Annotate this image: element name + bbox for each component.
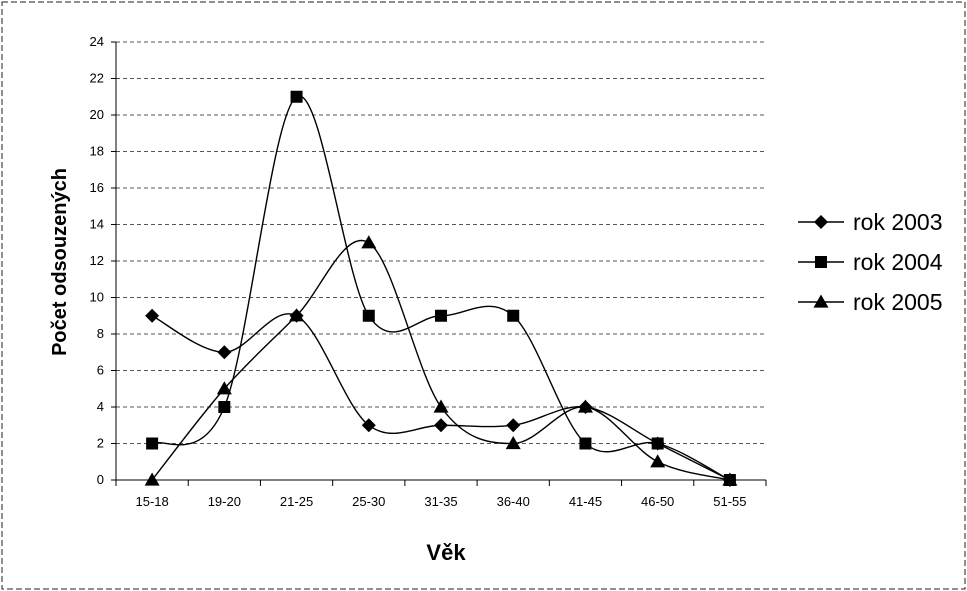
y-tick-label: 20 xyxy=(90,107,104,122)
gridlines xyxy=(116,41,766,444)
data-point-triangle xyxy=(722,472,738,486)
data-point-diamond xyxy=(434,418,448,433)
legend-label: rok 2003 xyxy=(853,209,943,235)
y-tick-label: 22 xyxy=(90,71,104,86)
x-axis-title: Věk xyxy=(426,540,466,565)
y-tick-label: 18 xyxy=(90,144,104,159)
x-tick-label: 51-55 xyxy=(713,494,746,509)
legend-marker-triangle xyxy=(813,294,829,308)
data-point-triangle xyxy=(289,308,305,322)
data-point-triangle xyxy=(433,399,449,413)
x-tick-label: 15-18 xyxy=(135,494,168,509)
x-tick-labels: 15-18 19-20 21-25 25-30 31-35 36-40 41-45 46-50… xyxy=(135,494,746,509)
legend-label: rok 2005 xyxy=(853,289,943,315)
x-tick-label: 25-30 xyxy=(352,494,385,509)
data-point-triangle xyxy=(144,472,160,486)
y-tick-label: 2 xyxy=(97,436,104,451)
x-tick-label: 36-40 xyxy=(497,494,530,509)
y-tick-label: 0 xyxy=(97,472,104,487)
data-point-square xyxy=(435,309,447,322)
y-tick-label: 24 xyxy=(90,34,104,49)
legend: rok 2003 rok 2004 rok 2005 xyxy=(798,209,943,315)
data-point-diamond xyxy=(506,418,521,433)
legend-marker-diamond xyxy=(814,215,828,229)
data-point-square xyxy=(290,90,303,103)
data-point-square xyxy=(507,309,520,322)
series-line-3 xyxy=(151,239,731,481)
data-point-triangle xyxy=(650,454,666,468)
y-tick-label: 4 xyxy=(97,399,104,414)
data-point-square xyxy=(579,437,592,450)
legend-marker-square xyxy=(815,256,827,268)
legend-item: rok 2003 xyxy=(798,209,943,235)
data-point-triangle xyxy=(505,436,521,450)
data-point-diamond xyxy=(217,345,232,360)
data-point-triangle xyxy=(216,381,232,395)
x-tick-label: 21-25 xyxy=(280,494,313,509)
legend-label: rok 2004 xyxy=(853,249,943,275)
legend-item: rok 2005 xyxy=(798,289,943,315)
y-tick-label: 10 xyxy=(90,290,104,305)
x-tick-label: 19-20 xyxy=(208,494,241,509)
series-line-2 xyxy=(151,95,731,481)
data-point-square xyxy=(362,309,375,322)
data-point-triangle xyxy=(577,399,593,413)
series-lines xyxy=(151,95,731,481)
legend-item: rok 2004 xyxy=(798,249,943,275)
data-point-square xyxy=(146,437,159,450)
data-point-diamond xyxy=(361,418,376,433)
y-tick-label: 12 xyxy=(90,253,104,268)
x-tick-label: 41-45 xyxy=(569,494,602,509)
y-tick-label: 14 xyxy=(90,217,104,232)
data-point-diamond xyxy=(145,308,160,323)
series-line-1 xyxy=(151,313,731,481)
x-tick-label: 31-35 xyxy=(424,494,457,509)
y-tick-label: 6 xyxy=(97,363,104,378)
x-tick-label: 46-50 xyxy=(641,494,674,509)
axes xyxy=(111,41,767,486)
data-point-triangle xyxy=(361,235,377,249)
y-axis-title: Počet odsouzených xyxy=(49,168,71,356)
data-point-square xyxy=(651,437,664,450)
y-tick-label: 16 xyxy=(90,180,104,195)
data-point-square xyxy=(218,401,231,413)
series-markers xyxy=(144,90,738,487)
y-tick-label: 8 xyxy=(97,326,104,341)
